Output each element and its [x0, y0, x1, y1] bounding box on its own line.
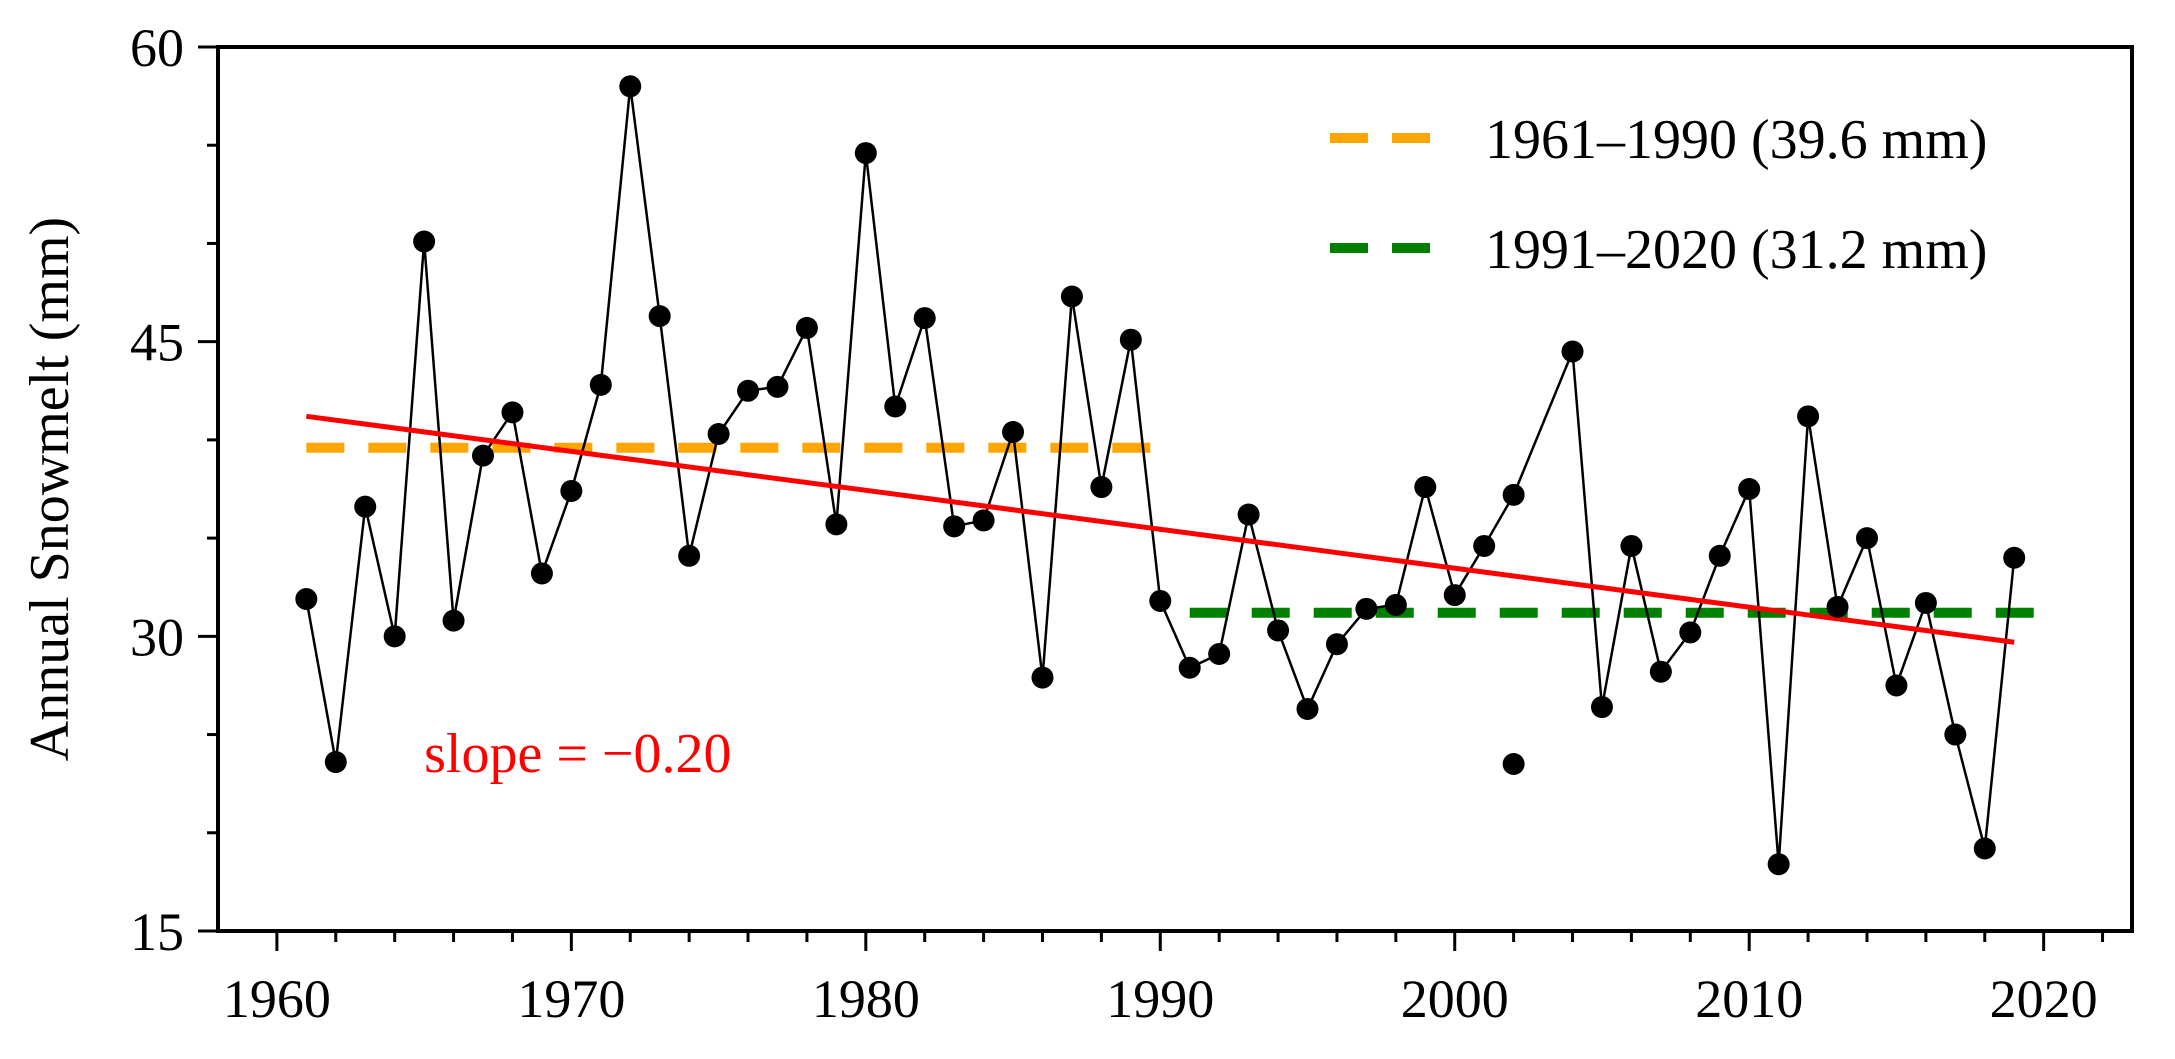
- data-point: [1355, 597, 1378, 620]
- x-tick-label: 1990: [1106, 969, 1214, 1029]
- data-point: [766, 375, 789, 398]
- data-point: [1944, 723, 1967, 746]
- data-point: [560, 479, 583, 502]
- data-point: [1325, 633, 1348, 656]
- x-tick-label: 1960: [223, 969, 331, 1029]
- data-point: [1502, 753, 1525, 776]
- y-tick-label: 45: [130, 313, 184, 373]
- data-point: [295, 588, 318, 611]
- data-point: [1267, 619, 1290, 642]
- x-tick-label: 2020: [1990, 969, 2098, 1029]
- data-point: [501, 401, 524, 424]
- trend-line: [306, 413, 2015, 645]
- data-point: [2003, 546, 2026, 569]
- data-point: [1090, 476, 1113, 499]
- data-point: [1708, 544, 1731, 567]
- data-point: [913, 307, 936, 330]
- data-point: [1679, 621, 1702, 644]
- data-point: [413, 230, 436, 253]
- y-tick-label: 15: [130, 902, 184, 962]
- x-tick-label: 1970: [517, 969, 625, 1029]
- y-tick-label: 30: [130, 607, 184, 667]
- data-point: [1384, 593, 1407, 616]
- data-point: [619, 75, 642, 98]
- y-axis-label: Annual Snowmelt (mm): [19, 217, 81, 761]
- data-point: [1855, 527, 1878, 550]
- data-point: [1561, 340, 1584, 363]
- data-point: [1208, 643, 1231, 666]
- data-point: [1296, 698, 1319, 721]
- data-point: [1797, 405, 1820, 428]
- x-tick-label: 2000: [1401, 969, 1509, 1029]
- snowmelt-series-line: [305, 86, 2016, 865]
- data-point: [1002, 421, 1025, 444]
- axes-frame: [216, 45, 2134, 933]
- legend: 1961–1990 (39.6 mm) 1991–2020 (31.2 mm): [1330, 109, 1987, 281]
- data-point: [707, 422, 730, 445]
- data-point: [854, 142, 877, 165]
- legend-label-1961-1990: 1961–1990 (39.6 mm): [1485, 109, 1987, 171]
- data-point: [1826, 595, 1849, 618]
- slope-annotation: slope = −0.20: [424, 723, 731, 785]
- data-point: [1031, 666, 1054, 689]
- data-point: [1237, 503, 1260, 526]
- data-point: [1060, 285, 1083, 308]
- data-point: [678, 544, 701, 567]
- data-point: [1149, 589, 1172, 612]
- data-point: [472, 444, 495, 467]
- y-tick-label: 60: [130, 18, 184, 78]
- data-point: [1443, 584, 1466, 607]
- plot-area: [295, 75, 2044, 876]
- data-point: [589, 373, 612, 396]
- data-point: [737, 379, 760, 402]
- data-point: [442, 609, 465, 632]
- data-point: [884, 395, 907, 418]
- data-point: [1414, 476, 1437, 499]
- data-point: [1502, 483, 1525, 506]
- data-point: [1178, 656, 1201, 679]
- data-point: [972, 509, 995, 532]
- data-point: [648, 305, 671, 328]
- data-point: [1914, 591, 1937, 614]
- data-point: [825, 513, 848, 536]
- data-point: [1473, 534, 1496, 557]
- data-point: [1885, 674, 1908, 697]
- data-point: [943, 515, 966, 538]
- data-point: [1767, 853, 1790, 876]
- data-point: [324, 751, 347, 774]
- x-tick-label: 1980: [812, 969, 920, 1029]
- axis-ticks: 15 30 45 60 1960 1970 1980 1990 2000 2010 2020: [130, 18, 2105, 1029]
- data-point: [530, 562, 553, 585]
- data-point: [354, 495, 377, 518]
- data-point: [1620, 534, 1643, 557]
- data-point: [1590, 696, 1613, 719]
- x-tick-label: 2010: [1695, 969, 1803, 1029]
- legend-label-1991-2020: 1991–2020 (31.2 mm): [1485, 219, 1987, 281]
- data-point: [383, 625, 406, 648]
- data-point: [1973, 837, 1996, 860]
- data-point: [1738, 478, 1761, 500]
- data-point: [795, 316, 818, 339]
- data-point: [1649, 660, 1672, 683]
- data-point: [1119, 328, 1142, 351]
